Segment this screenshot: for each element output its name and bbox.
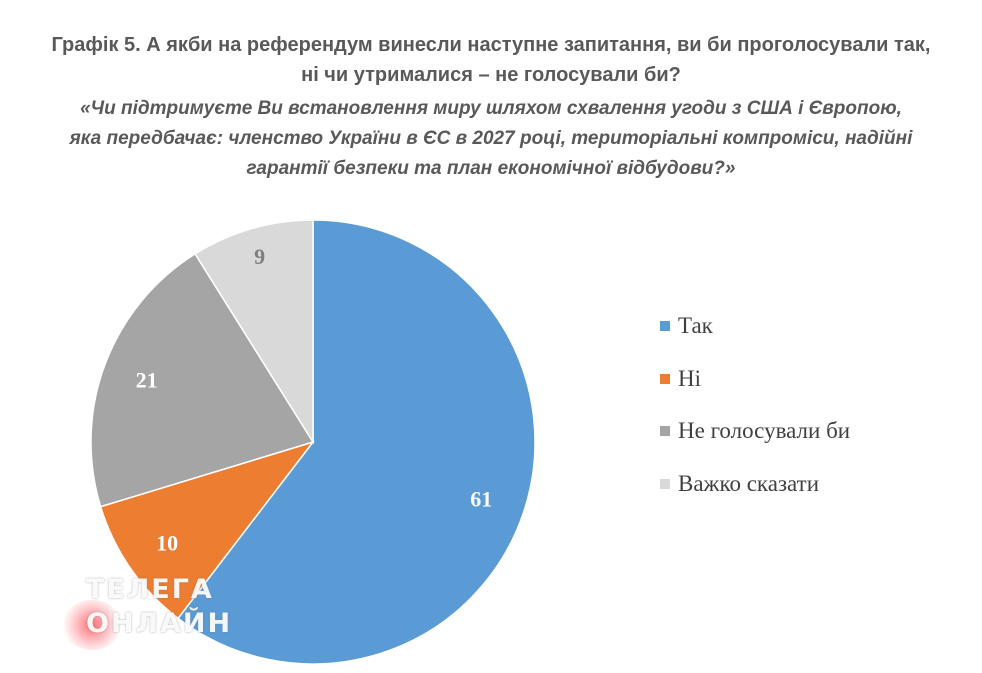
legend-label-3: Не голосували би [678,418,851,444]
legend-swatch-4 [660,478,670,489]
data-label-2: 10 [156,531,178,556]
chart-title-line-1: Графік 5. А якби на референдум винесли н… [51,34,931,56]
chart-title-line-2: ні чи утрималися – не голосували би? [301,64,681,86]
chart-legend: Так Ні Не голосували би Важко сказати [660,300,850,510]
chart-subtitle-line-2: яка передбачає: членство України в ЄС в … [69,128,913,149]
pie-slice-3 [90,252,315,508]
watermark-line-2: ОНЛАЙН [86,608,233,639]
legend-swatch-1 [660,321,670,332]
pie-slice-4 [194,219,314,445]
chart-title: Графік 5. А якби на референдум винесли н… [0,30,982,90]
chart-subtitle: «Чи підтримуєте Ви встановлення миру шля… [0,94,982,184]
data-label-3: 21 [136,367,158,392]
legend-label-2: Ні [678,365,701,391]
watermark-line-1: ТЕЛЕГА [86,574,214,605]
legend-label-4: Важко сказати [678,470,819,496]
pie-slice-2 [99,440,316,620]
watermark-logo: ТЕЛЕГА ОНЛАЙН [62,572,230,652]
pie-slice-1 [177,219,536,665]
legend-swatch-2 [660,373,670,384]
chart-subtitle-line-1: «Чи підтримуєте Ви встановлення миру шля… [80,98,902,119]
data-label-1: 61 [470,486,492,511]
watermark-glow [62,600,122,650]
data-label-4: 9 [254,244,265,269]
legend-item-3: Не голосували би [660,405,850,458]
legend-item-2: Ні [660,353,850,406]
chart-subtitle-line-3: гарантії безпеки та план економічної від… [246,158,736,179]
legend-swatch-3 [660,426,670,437]
legend-item-1: Так [660,300,850,353]
chart-heading: Графік 5. А якби на референдум винесли н… [0,30,982,184]
legend-item-4: Важко сказати [660,458,850,511]
legend-label-1: Так [678,313,713,339]
